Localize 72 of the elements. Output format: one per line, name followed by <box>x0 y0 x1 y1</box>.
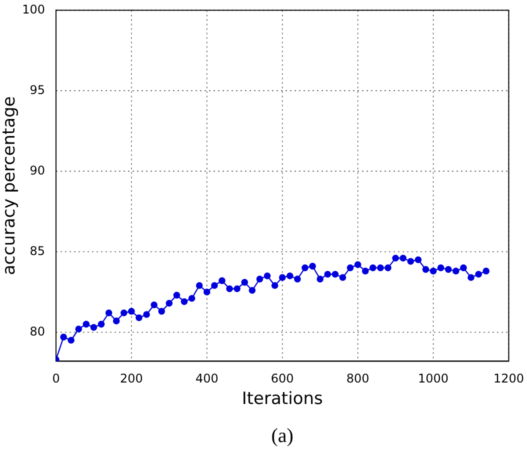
point <box>468 274 474 281</box>
point <box>414 256 422 264</box>
point <box>452 268 460 274</box>
point <box>218 277 226 284</box>
point <box>346 264 354 272</box>
point <box>370 264 376 272</box>
point <box>422 266 430 273</box>
point <box>332 270 339 278</box>
point <box>444 266 452 273</box>
point <box>400 254 406 262</box>
text: (a) <box>271 425 294 447</box>
y-axis-title: accuracy percentage <box>0 96 20 276</box>
point <box>430 268 437 274</box>
point <box>150 301 158 308</box>
point <box>437 264 444 272</box>
point <box>286 272 294 280</box>
x-tick-label: 1000 <box>418 372 449 386</box>
point <box>143 311 150 318</box>
point <box>354 261 362 268</box>
point <box>475 270 482 278</box>
point <box>173 292 180 299</box>
y-tick-label: 85 <box>30 244 45 258</box>
point <box>278 274 286 281</box>
x-tick-label: 200 <box>120 372 143 386</box>
point <box>392 254 399 262</box>
point <box>324 270 332 278</box>
point <box>128 308 135 315</box>
y-tick-label: 100 <box>22 2 45 16</box>
point <box>68 336 74 344</box>
point <box>248 286 256 294</box>
point <box>241 278 248 286</box>
point <box>204 288 210 296</box>
x-tick-label: 1200 <box>493 372 524 386</box>
point <box>211 282 218 289</box>
point <box>98 320 105 328</box>
point <box>105 309 112 316</box>
x-tick-label: 600 <box>270 372 294 386</box>
point <box>264 272 271 280</box>
point <box>256 276 264 282</box>
point <box>302 264 308 272</box>
y-tick-label: 90 <box>30 163 45 178</box>
point <box>309 262 316 270</box>
point <box>460 264 467 272</box>
point <box>166 300 173 307</box>
point <box>196 282 203 289</box>
point <box>90 324 98 331</box>
point <box>316 276 324 282</box>
point <box>188 295 196 302</box>
point <box>384 264 392 272</box>
point <box>339 274 346 281</box>
point <box>82 320 90 328</box>
x-tick-label: 800 <box>346 372 370 386</box>
point <box>120 309 128 316</box>
point <box>158 308 166 315</box>
point <box>377 264 384 272</box>
x-tick-label: 400 <box>195 372 218 386</box>
point <box>407 258 414 265</box>
point <box>226 285 233 292</box>
point <box>136 314 142 322</box>
point <box>112 318 120 324</box>
point <box>75 326 82 332</box>
point <box>482 268 490 274</box>
point <box>180 298 188 306</box>
y-tick-label: 95 <box>30 82 45 97</box>
point <box>60 334 67 340</box>
point <box>271 282 278 289</box>
x-axis-title: Iterations <box>242 389 323 410</box>
point <box>362 268 369 274</box>
point <box>234 285 240 292</box>
point <box>294 276 301 282</box>
y-tick-label: 80 <box>30 324 45 338</box>
x-tick-label: 0 <box>52 372 60 386</box>
